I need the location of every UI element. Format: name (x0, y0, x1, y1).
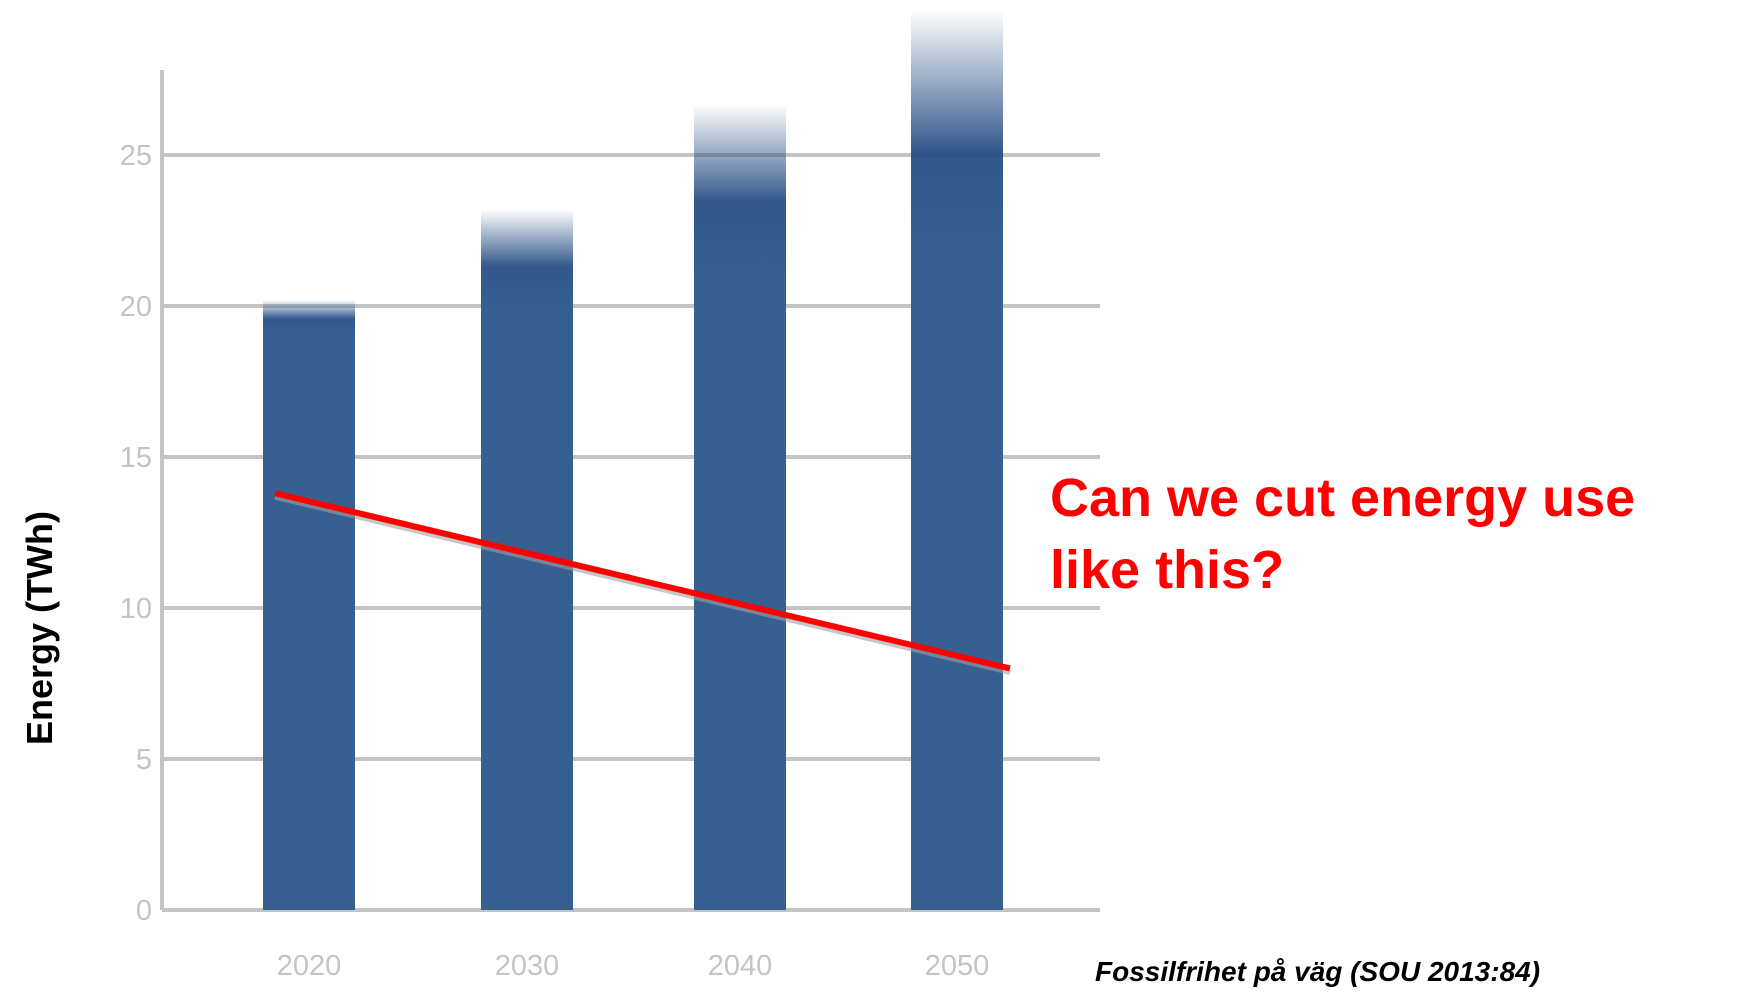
y-tick-label: 5 (136, 744, 152, 776)
y-tick-label: 10 (120, 593, 152, 625)
x-tick-label-2020: 2020 (277, 950, 342, 982)
source-citation: Fossilfrihet på väg (SOU 2013:84) (1095, 956, 1541, 987)
y-tick-label: 25 (120, 140, 152, 172)
y-tick-label: 0 (136, 895, 152, 927)
y-tick-label: 15 (120, 442, 152, 474)
x-tick-label-2040: 2040 (708, 950, 773, 982)
y-tick-label: 20 (120, 291, 152, 323)
trend-line-red (274, 490, 1011, 672)
bar-2050 (911, 266, 1003, 910)
y-axis-label: Energy (TWh) (19, 511, 60, 745)
y-tick-labels: 0 5 10 15 20 25 (120, 140, 152, 927)
annotation-question: Can we cut energy use like this? (1050, 468, 1636, 600)
bar-2030 (481, 312, 573, 910)
x-tick-label-2030: 2030 (495, 950, 560, 982)
bar-range-2020 (263, 299, 355, 335)
x-tick-label-2050: 2050 (925, 950, 990, 982)
bars (263, 10, 1003, 911)
trend-line-shadow (274, 494, 1011, 675)
bar-range-2050 (911, 10, 1003, 268)
bar-range-2030 (481, 209, 573, 314)
x-tick-labels: 2020 2030 2040 2050 (277, 950, 990, 982)
bar-range-2040 (694, 103, 786, 283)
bar-2020 (263, 333, 355, 910)
trend-line (274, 490, 1011, 675)
